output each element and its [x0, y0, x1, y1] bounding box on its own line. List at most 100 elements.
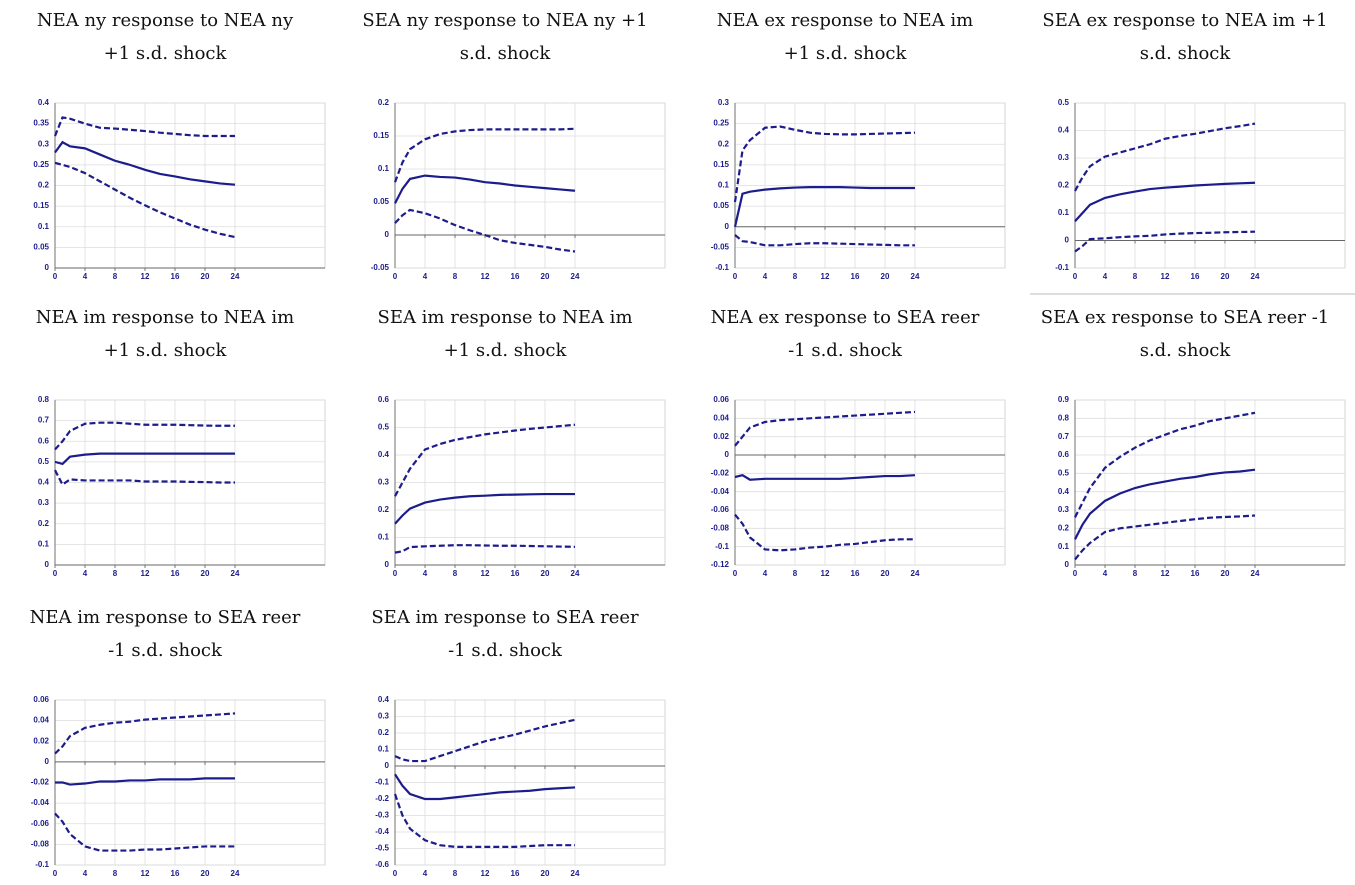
series-line [394, 492, 575, 525]
y-tick-label: 0 [725, 450, 730, 459]
y-tick-label: 0 [1065, 560, 1070, 569]
x-tick-label: 4 [1103, 272, 1108, 281]
y-tick-label: -0.3 [375, 811, 389, 820]
series-line [394, 423, 576, 497]
chart-title: s.d. shock [1140, 340, 1232, 361]
series-line [53, 116, 235, 138]
y-tick-label: 0.6 [378, 395, 390, 404]
x-tick-label: 8 [453, 569, 458, 578]
series-line [734, 410, 916, 447]
y-tick-label: 0.4 [378, 695, 390, 704]
y-tick-label: -0.06 [711, 505, 730, 514]
y-tick-label: 0.2 [38, 519, 50, 528]
y-tick-label: 0.02 [33, 736, 49, 745]
x-tick-label: 16 [171, 869, 180, 878]
series-line [55, 777, 235, 786]
x-tick-label: 0 [733, 272, 738, 281]
x-tick-label: 8 [453, 272, 458, 281]
chart: NEA im response to NEA im+1 s.d. shock00… [36, 307, 326, 578]
series-line [734, 513, 915, 552]
series-line [54, 421, 235, 451]
x-tick-label: 0 [1073, 569, 1078, 578]
plot-area [734, 399, 1006, 566]
y-tick-label: 0.02 [713, 432, 729, 441]
chart: SEA im response to NEA im+1 s.d. shock00… [377, 307, 666, 578]
y-tick-label: 0 [45, 560, 50, 569]
series-line [394, 208, 576, 253]
y-tick-label: 0.9 [1058, 395, 1070, 404]
x-tick-label: 8 [793, 272, 798, 281]
y-tick-label: 0 [45, 757, 50, 766]
y-tick-label: -0.08 [31, 839, 50, 848]
y-tick-label: 0.25 [713, 119, 729, 128]
x-tick-label: 8 [113, 272, 118, 281]
x-tick-label: 4 [83, 569, 88, 578]
x-tick-label: 20 [1221, 272, 1230, 281]
y-tick-label: 0.3 [378, 712, 390, 721]
y-tick-label: 0.2 [378, 98, 390, 107]
y-tick-label: 0.06 [713, 395, 729, 404]
y-tick-label: -0.04 [31, 798, 50, 807]
y-tick-label: 0.35 [33, 119, 49, 128]
x-tick-label: 0 [53, 569, 58, 578]
x-tick-label: 0 [1073, 272, 1078, 281]
x-tick-label: 0 [733, 569, 738, 578]
y-tick-label: 0 [45, 263, 50, 272]
x-tick-label: 24 [911, 569, 920, 578]
y-tick-label: -0.5 [375, 844, 389, 853]
y-tick-label: 0.1 [718, 181, 730, 190]
y-tick-label: 0.7 [38, 416, 50, 425]
series-line [734, 473, 916, 481]
x-tick-label: 16 [851, 569, 860, 578]
y-tick-label: 0.1 [38, 539, 50, 548]
x-tick-label: 20 [881, 272, 890, 281]
y-tick-label: 0.1 [1058, 208, 1070, 217]
y-tick-label: 0.3 [718, 98, 730, 107]
y-tick-label: 0.3 [378, 478, 390, 487]
chart-title: +1 s.d. shock [104, 43, 228, 64]
x-tick-label: 4 [763, 272, 768, 281]
x-tick-label: 16 [851, 272, 860, 281]
y-tick-label: -0.6 [375, 860, 389, 869]
chart: NEA ex response to SEA reer -1 s.d. shock… [711, 307, 1006, 578]
chart-title: -1 s.d. shock [448, 640, 563, 661]
plot-area [1074, 399, 1346, 566]
y-tick-label: 0.15 [33, 201, 49, 210]
x-tick-label: 16 [511, 869, 520, 878]
chart: SEA im response to SEA reer -1 s.d. shock… [371, 607, 666, 878]
x-tick-label: 24 [911, 272, 920, 281]
series-line [54, 452, 235, 466]
x-tick-label: 12 [821, 272, 830, 281]
chart-title: NEA im response to SEA reer [30, 607, 301, 628]
x-tick-label: 4 [423, 272, 428, 281]
series-line [733, 186, 915, 227]
series-line [394, 718, 576, 763]
y-tick-label: 0.6 [1058, 450, 1070, 459]
chart-title: +1 s.d. shock [444, 340, 568, 361]
y-tick-label: 0.1 [1058, 542, 1070, 551]
y-tick-label: 0.3 [1058, 153, 1070, 162]
y-tick-label: 0.05 [373, 197, 389, 206]
series-line [1074, 514, 1256, 561]
series-line [734, 234, 915, 247]
y-tick-label: 0.4 [38, 98, 50, 107]
x-tick-label: 8 [113, 569, 118, 578]
x-tick-label: 12 [481, 569, 490, 578]
chart-title: NEA ex response to NEA im [717, 10, 973, 31]
y-tick-label: -0.12 [711, 560, 730, 569]
y-tick-label: 0.4 [1058, 487, 1070, 496]
chart-title: SEA im response to SEA reer [371, 607, 639, 628]
series-line [54, 812, 235, 852]
series-line [1074, 122, 1256, 192]
y-tick-label: 0.4 [1058, 126, 1070, 135]
y-tick-label: 0.3 [1058, 505, 1070, 514]
y-tick-label: -0.2 [375, 794, 389, 803]
chart: SEA ny response to NEA ny +1 s.d. shock -0… [362, 10, 666, 281]
chart-title: SEA im response to NEA im [377, 307, 632, 328]
y-tick-label: -0.1 [1055, 263, 1069, 272]
x-tick-label: 4 [763, 569, 768, 578]
plot-area [394, 102, 666, 269]
x-tick-label: 16 [1191, 272, 1200, 281]
y-tick-label: -0.05 [371, 263, 390, 272]
